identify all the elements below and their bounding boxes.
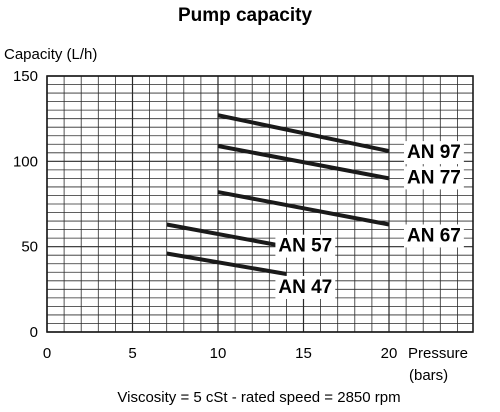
x-tick-label: 0	[43, 345, 51, 362]
series-label-bg	[404, 141, 464, 165]
series-label-an-77: AN 77	[407, 167, 461, 188]
series-line-an-47	[166, 251, 287, 276]
series-label-bg	[275, 275, 336, 299]
x-tick-label: 15	[295, 345, 312, 362]
y-tick-label: 50	[21, 239, 38, 256]
x-tick-label: 5	[128, 345, 136, 362]
series-label-an-57: AN 57	[278, 236, 332, 257]
chart-title: Pump capacity	[178, 5, 313, 26]
series-line-an-67	[217, 190, 390, 227]
y-axis-label: Capacity (L/h)	[4, 46, 97, 63]
y-tick-labels: 0 50 100 150	[13, 68, 38, 341]
y-tick-label: 0	[30, 324, 38, 341]
series-line-an-77	[217, 144, 390, 181]
series-label-an-47: AN 47	[278, 277, 332, 298]
x-axis-unit: (bars)	[409, 367, 448, 384]
series-label-an-67: AN 67	[407, 225, 461, 246]
x-tick-labels: 0 5 10 15 20	[43, 345, 398, 362]
series-label-an-97: AN 97	[407, 142, 461, 163]
plot-frame	[46, 75, 474, 333]
y-tick-label: 100	[13, 153, 38, 170]
series-label-bg	[404, 224, 464, 248]
y-tick-label: 150	[13, 68, 38, 85]
series-line-an-97	[217, 113, 390, 154]
x-tick-label: 10	[210, 345, 227, 362]
series-lines	[166, 113, 390, 276]
x-tick-label: 20	[381, 345, 398, 362]
series-labels: AN 97 AN 77 AN 67 AN 57 AN 47	[275, 141, 464, 299]
grid	[46, 75, 473, 333]
x-axis-label: Pressure	[408, 345, 468, 362]
series-label-bg	[275, 234, 336, 258]
series-line-an-57	[166, 222, 287, 249]
chart-footnote: Viscosity = 5 cSt - rated speed = 2850 r…	[117, 389, 400, 406]
axes	[46, 75, 474, 333]
series-label-bg	[404, 166, 464, 190]
